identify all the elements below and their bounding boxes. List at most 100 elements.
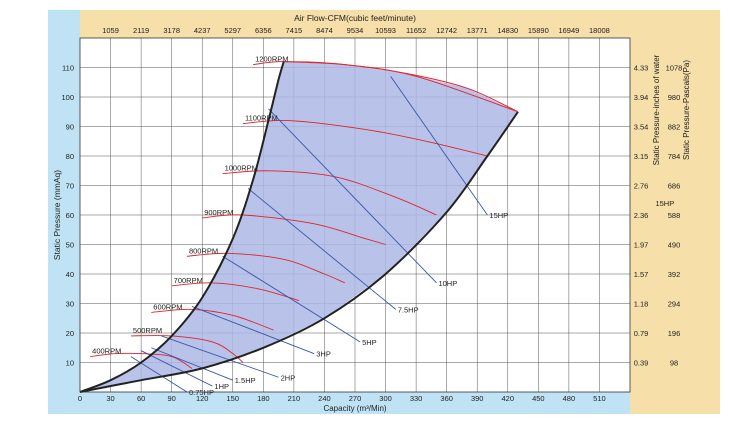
- right-tick-inches: 2.36: [634, 211, 649, 220]
- x-tick-label: 390: [471, 394, 484, 403]
- hp-label: 1HP: [214, 382, 229, 391]
- top-tick-label: 11652: [406, 26, 426, 35]
- top-band: [80, 10, 630, 38]
- region-boundary: [79, 111, 519, 393]
- operating-region: [80, 61, 518, 392]
- rpm-label: 800RPM: [189, 246, 218, 255]
- y-tick-label: 40: [66, 270, 74, 279]
- region-boundary: [79, 61, 285, 393]
- right-tick-inches: 0.79: [634, 329, 649, 338]
- x-tick-label: 120: [196, 394, 209, 403]
- left-band: [48, 10, 80, 410]
- y-tick-label: 20: [66, 329, 74, 338]
- y-tick-label: 60: [66, 211, 74, 220]
- x-tick-label: 180: [257, 394, 270, 403]
- hp-line: [140, 350, 213, 387]
- top-tick-label: 7415: [286, 26, 303, 35]
- right-tick-pascal: 686: [668, 182, 681, 191]
- x-tick-label: 240: [318, 394, 331, 403]
- top-tick-label: 1059: [102, 26, 119, 35]
- plot-border: [79, 37, 631, 393]
- rpm-curve: [151, 308, 274, 331]
- top-tick-label: 8474: [316, 26, 333, 35]
- top-tick-label: 2119: [133, 26, 149, 35]
- right-tick-inches: 4.33: [634, 64, 649, 73]
- hp-label: 2HP: [281, 373, 296, 382]
- right-tick-inches: 1.97: [634, 241, 649, 250]
- right-tick-pascal: 980: [668, 93, 681, 102]
- x-tick-label: 150: [227, 394, 240, 403]
- right-tick-inches: 3.54: [634, 123, 649, 132]
- y-axis-label: Static Pressure (mmAq): [52, 170, 62, 260]
- right-tick-inches: 3.94: [634, 93, 649, 102]
- rpm-curve: [202, 214, 386, 245]
- y-tick-label: 110: [62, 64, 74, 73]
- top-tick-label: 5297: [224, 26, 241, 35]
- hp-line: [151, 347, 233, 381]
- top-tick-label: 16949: [558, 26, 579, 35]
- top-tick-label: 4237: [194, 26, 211, 35]
- rpm-curve: [130, 335, 244, 363]
- rpm-label: 1200RPM: [255, 55, 288, 64]
- region-boundary: [283, 61, 519, 113]
- top-tick-label: 12742: [436, 26, 457, 35]
- right-tick-pascal: 784: [668, 152, 681, 161]
- operating-region-fill: [80, 61, 518, 392]
- rpm-label: 400RPM: [92, 347, 121, 356]
- rpm-curve: [186, 252, 345, 284]
- top-tick-label: 18008: [589, 26, 610, 35]
- y-tick-label: 70: [66, 182, 74, 191]
- axes: 0 30 60 90 120 150 180 210 240 270 300 330 360 390 420…: [61, 26, 682, 403]
- top-tick-label: 9534: [347, 26, 364, 35]
- rpm-curve: [90, 352, 193, 369]
- x-tick-label: 450: [532, 394, 545, 403]
- right-tick-pascal: 196: [668, 329, 681, 338]
- rpm-label: 1100RPM: [245, 114, 278, 123]
- rpm-curve: [171, 282, 300, 302]
- y-tick-label: 30: [66, 300, 74, 309]
- hp-line: [161, 335, 279, 378]
- right-tick-pascal: 98: [670, 359, 678, 368]
- right-axis-label-1: Static Pressure-inches of water: [652, 54, 661, 165]
- rpm-label: 600RPM: [153, 302, 182, 311]
- right-tick-inches: 1.18: [634, 300, 649, 309]
- x-tick-label: 510: [593, 394, 606, 403]
- rpm-label: 500RPM: [133, 326, 162, 335]
- hp-lines: [130, 76, 488, 393]
- y-tick-label: 90: [66, 123, 74, 132]
- y-tick-label: 50: [66, 241, 74, 250]
- hp-label: 7.5HP: [398, 305, 419, 314]
- right-tick-inches: 1.57: [634, 270, 649, 279]
- top-tick-label: 6356: [255, 26, 272, 35]
- hp-label: 15HP: [489, 211, 508, 220]
- right-band: [630, 10, 720, 414]
- right-tick-pascal: 294: [668, 300, 681, 309]
- x-tick-label: 210: [288, 394, 301, 403]
- hp-label: 1.5HP: [235, 376, 256, 385]
- x-tick-label: 480: [563, 394, 576, 403]
- right-tick-pascal: 1078: [666, 64, 683, 73]
- x-tick-label: 270: [349, 394, 362, 403]
- hp-label: 3HP: [316, 350, 331, 359]
- x-tick-label: 330: [410, 394, 423, 403]
- hp-line: [191, 306, 315, 355]
- x-axis-label: Capacity (m³/Min): [323, 404, 386, 413]
- rpm-label: 900RPM: [204, 208, 233, 217]
- hp-line: [390, 76, 488, 216]
- x-tick-label: 90: [167, 394, 175, 403]
- x-tick-label: 360: [440, 394, 453, 403]
- hp-line: [247, 188, 397, 310]
- annotation-label: 15HP: [655, 199, 674, 208]
- right-tick-inches: 2.76: [634, 182, 649, 191]
- top-axis-label: Air Flow-CFM(cubic feet/minute): [294, 13, 416, 23]
- region-boundaries: [79, 61, 519, 393]
- right-tick-pascal: 490: [668, 241, 681, 250]
- right-tick-inches: 3.15: [634, 152, 649, 161]
- top-tick-label: 15890: [528, 26, 549, 35]
- top-tick-label: 14830: [497, 26, 518, 35]
- right-axis-label-2: Static Pressure-Pascals(Pa): [682, 60, 691, 160]
- y-tick-label: 10: [66, 359, 74, 368]
- curve-labels: 400RPM 500RPM 600RPM 700RPM 800RPM 900RPM 1000…: [92, 55, 674, 397]
- hp-label: 5HP: [362, 338, 377, 347]
